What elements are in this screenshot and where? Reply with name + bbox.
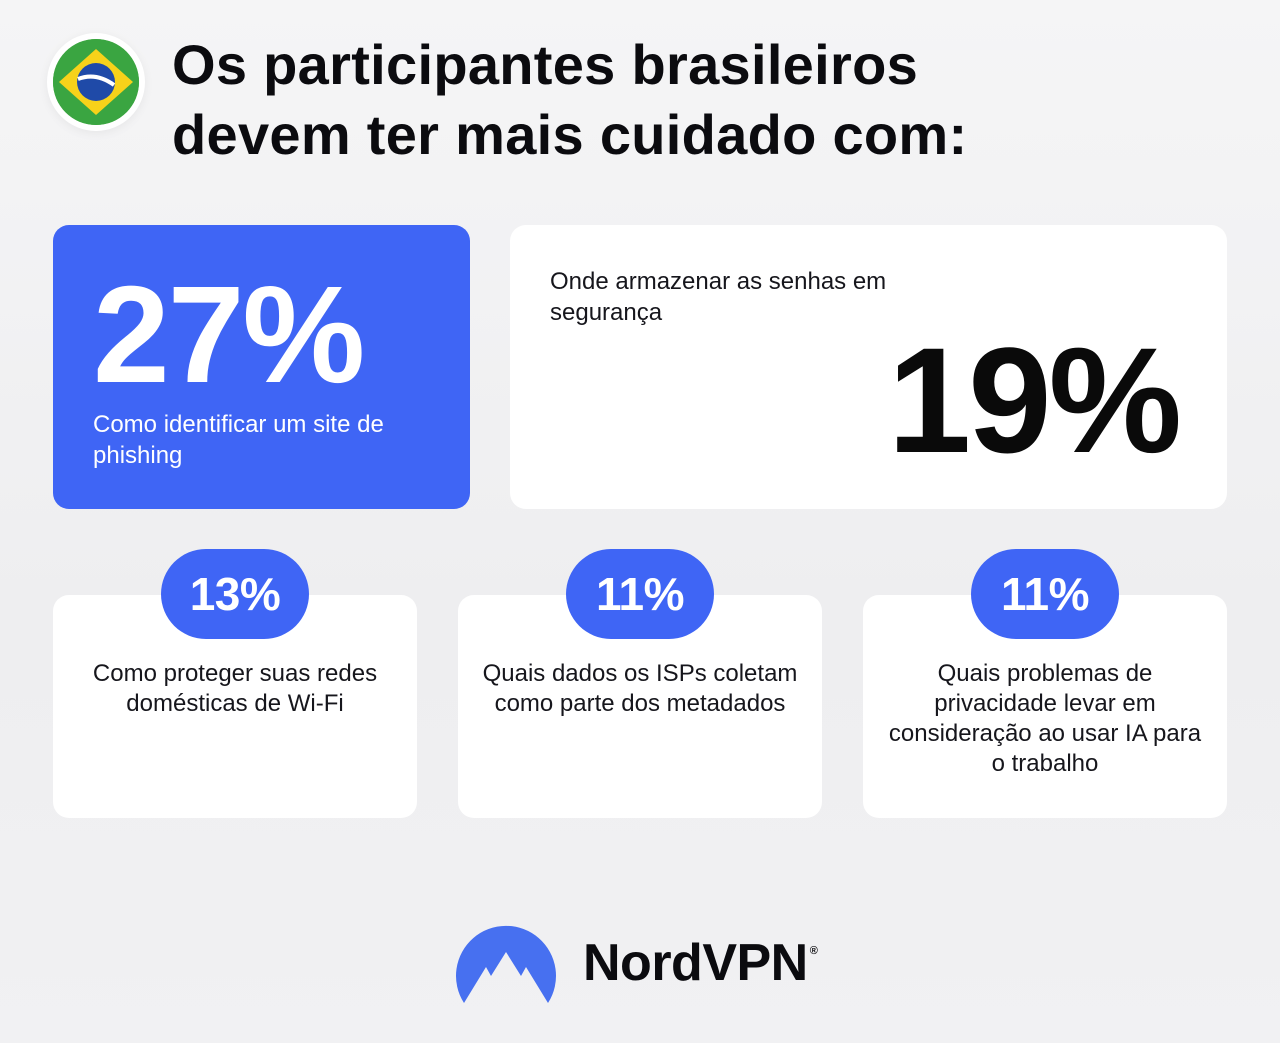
registered-mark: ®: [809, 945, 818, 957]
stat-label-isps: Quais dados os ISPs coletam como parte d…: [482, 660, 798, 717]
nordvpn-logo: NordVPN ®: [455, 918, 835, 1008]
stat-value-isps: 11%: [566, 549, 714, 639]
stat-value-phishing: 27%: [93, 258, 365, 412]
brand-name: NordVPN ®: [583, 934, 818, 992]
title-line-2: devem ter mais cuidado com:: [172, 103, 968, 166]
title-line-1: Os participantes brasileiros: [172, 33, 919, 96]
stat-label-wifi: Como proteger suas redes domésticas de W…: [92, 660, 378, 717]
stat-card-phishing: 27% Como identificar um site de phishing: [53, 225, 470, 509]
stat-value-wifi: 13%: [161, 549, 309, 639]
nordvpn-mountain-icon: [456, 925, 556, 1003]
stat-value-passwords: 19%: [887, 316, 1182, 484]
stat-label-passwords: Onde armazenar as senhas em segurança: [550, 268, 887, 326]
stat-card-wifi: Como proteger suas redes domésticas de W…: [53, 595, 417, 818]
stat-card-ai: Quais problemas de privacidade levar em …: [863, 595, 1227, 818]
stat-card-passwords: Onde armazenar as senhas em segurança 19…: [510, 225, 1227, 509]
stat-label-ai: Quais problemas de privacidade levar em …: [888, 660, 1202, 777]
stat-label-phishing: Como identificar um site de phishing: [93, 411, 384, 469]
page-title: Os participantes brasileiros devem ter m…: [172, 30, 1172, 170]
brazil-flag-icon: [47, 33, 145, 131]
stat-value-ai: 11%: [971, 549, 1119, 639]
